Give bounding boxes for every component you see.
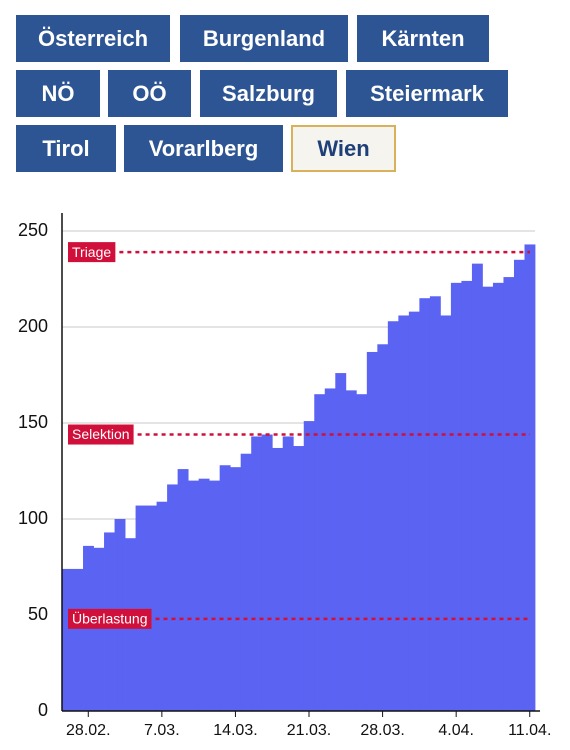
bar — [524, 244, 536, 711]
region-button[interactable]: Österreich — [16, 15, 170, 62]
bar — [440, 315, 452, 711]
region-button[interactable]: OÖ — [108, 70, 191, 117]
reference-label: Triage — [72, 244, 111, 260]
bar — [135, 505, 147, 711]
bar — [198, 478, 210, 711]
bar — [93, 547, 105, 711]
bar — [293, 446, 305, 711]
bar — [345, 390, 357, 711]
bar — [167, 484, 179, 711]
bar — [314, 394, 326, 711]
bar — [482, 286, 494, 711]
y-tick-label: 200 — [18, 316, 48, 336]
bar — [377, 344, 389, 711]
bar — [209, 480, 221, 711]
x-tick-label: 21.03. — [287, 722, 331, 739]
y-tick-label: 0 — [38, 700, 48, 720]
x-tick-label: 28.02. — [66, 722, 110, 739]
reference-label-box — [68, 424, 134, 445]
bar — [156, 501, 168, 711]
reference-line: Selektion — [68, 424, 530, 445]
bar — [230, 467, 242, 711]
bar — [366, 351, 378, 711]
x-tick-label: 28.03. — [360, 722, 404, 739]
y-tick-label: 250 — [18, 220, 48, 240]
bar — [240, 453, 252, 711]
bar — [272, 447, 284, 711]
bar — [177, 469, 189, 711]
bar — [461, 280, 473, 711]
bar — [387, 321, 399, 711]
bar — [324, 388, 336, 711]
bar — [335, 373, 347, 711]
reference-line: Überlastung — [68, 608, 530, 629]
region-button[interactable]: Wien — [291, 125, 396, 172]
bar — [503, 277, 515, 711]
region-button[interactable]: Tirol — [16, 125, 116, 172]
reference-label: Überlastung — [72, 610, 148, 627]
bar — [398, 315, 410, 711]
region-button[interactable]: Kärnten — [357, 15, 489, 62]
bar — [62, 568, 73, 711]
x-tick-label: 14.03. — [213, 722, 257, 739]
x-tick-label: 11.04. — [508, 722, 551, 739]
region-button[interactable]: Vorarlberg — [124, 125, 283, 172]
x-tick-label: 7.03. — [144, 722, 180, 739]
bar — [429, 296, 441, 711]
bar — [251, 436, 263, 711]
region-button[interactable]: NÖ — [16, 70, 100, 117]
y-tick-label: 50 — [28, 604, 48, 624]
bar — [419, 298, 431, 711]
x-tick-label: 4.04. — [438, 722, 474, 739]
bar — [471, 263, 483, 711]
bar — [450, 282, 462, 711]
region-button[interactable]: Salzburg — [200, 70, 337, 117]
bar — [72, 568, 84, 711]
region-button[interactable]: Steiermark — [346, 70, 508, 117]
bar — [219, 465, 231, 711]
y-tick-label: 150 — [18, 412, 48, 432]
bar — [282, 436, 294, 711]
bar — [492, 282, 504, 711]
reference-label-box — [68, 608, 152, 629]
bar — [146, 505, 157, 711]
y-tick-label: 100 — [18, 508, 48, 528]
bar — [188, 480, 200, 711]
bar — [513, 259, 525, 711]
region-button[interactable]: Burgenland — [180, 15, 348, 62]
reference-label: Selektion — [72, 426, 130, 442]
bar — [356, 394, 368, 711]
bar — [303, 421, 315, 711]
bar — [408, 311, 420, 711]
reference-line: Triage — [68, 242, 530, 263]
bar — [261, 434, 273, 711]
reference-label-box — [68, 242, 116, 263]
